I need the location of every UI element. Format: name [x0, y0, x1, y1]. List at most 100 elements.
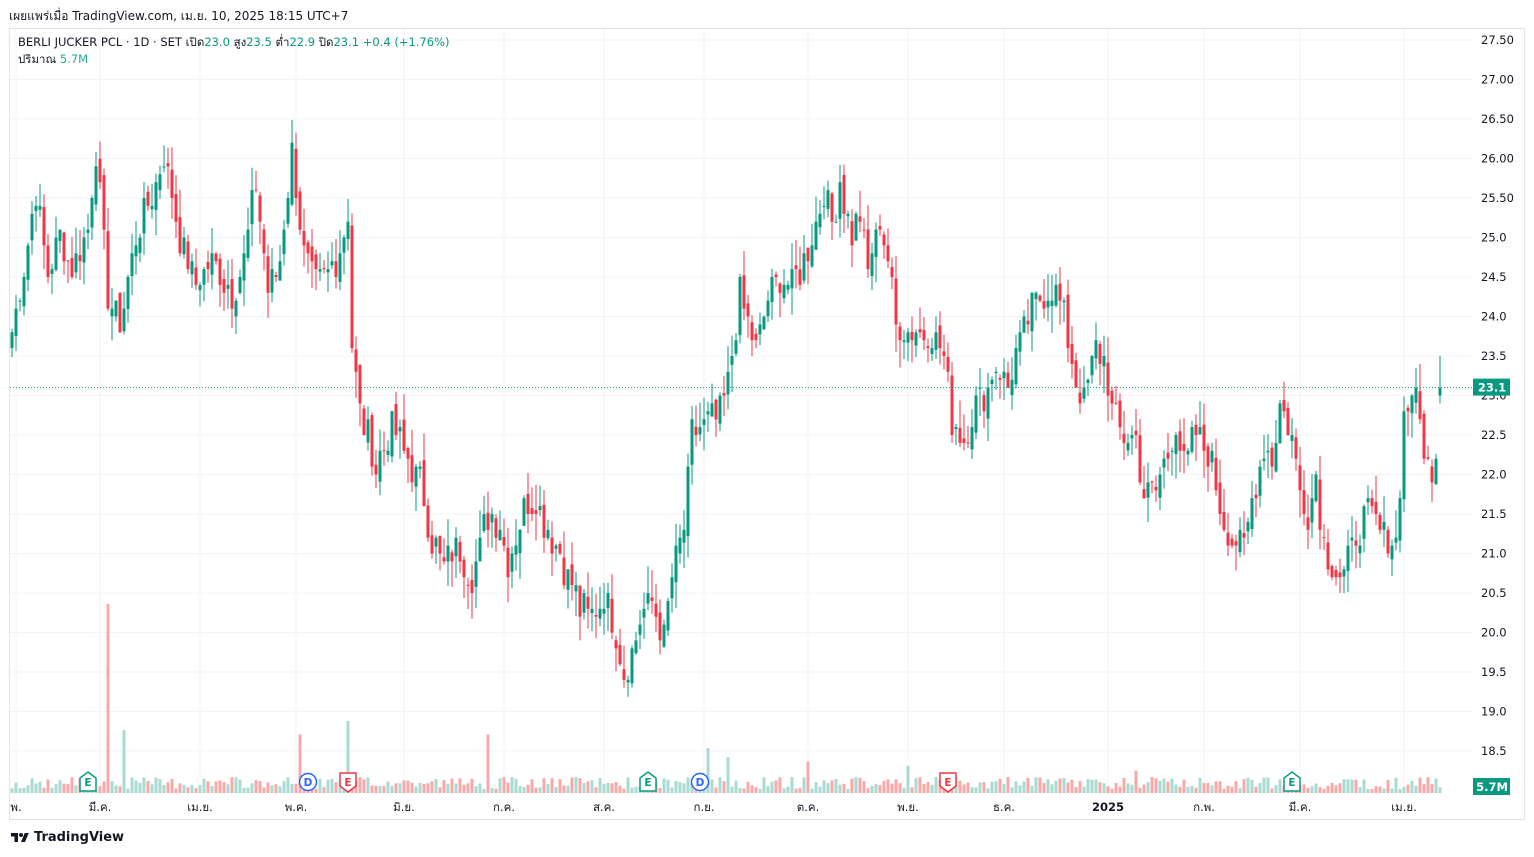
candle-body [518, 529, 522, 554]
volume-bar [1394, 777, 1398, 793]
candle-body [550, 537, 554, 554]
volume-bar [366, 777, 370, 793]
x-tick-label: พ.ค. [285, 800, 308, 814]
candle-body [1254, 494, 1258, 499]
candle-body [126, 277, 130, 310]
volume-bar [730, 786, 734, 793]
volume-bar [1306, 787, 1310, 793]
volume-bar [134, 780, 138, 793]
candle-body [558, 544, 562, 554]
candle-body [594, 614, 598, 617]
candle-body [190, 261, 194, 275]
volume-bar [1014, 781, 1018, 793]
candle-body [570, 564, 574, 586]
volume-bar [1174, 784, 1178, 793]
volume-bar [910, 787, 914, 793]
candle-body [1050, 300, 1054, 306]
candle-body [118, 292, 122, 333]
candle-body [878, 226, 882, 230]
candle-body [626, 679, 630, 683]
volume-bar [1398, 788, 1402, 793]
candle-body [642, 608, 646, 618]
volume-bar [294, 783, 298, 793]
x-tick-label: เม.ย. [1391, 800, 1417, 814]
volume-bar [578, 778, 582, 793]
candle-body [70, 258, 74, 277]
candle-body [1206, 446, 1210, 467]
candle-body [926, 346, 930, 349]
earnings-marker-icon [639, 771, 657, 792]
candle-body [1190, 427, 1194, 452]
volume-bar [630, 787, 634, 793]
candle-body [226, 284, 230, 289]
volume-bar [1410, 780, 1414, 793]
volume-bar [394, 783, 398, 793]
volume-bar [1342, 779, 1346, 793]
published-line: เผยแพร่เมื่อ TradingView.com, เม.ย. 10, … [9, 9, 349, 23]
candle-body [590, 608, 594, 613]
last-volume-tag [1473, 778, 1510, 795]
candle-body [1094, 340, 1098, 359]
candle-body [734, 340, 738, 354]
candle-body [742, 275, 746, 309]
candle-body [982, 395, 986, 412]
candle-body [578, 585, 582, 617]
candle-body [818, 213, 822, 228]
candle-body [1234, 541, 1238, 546]
volume-bar [26, 785, 30, 793]
volume-bar [702, 787, 706, 793]
candle-body [250, 190, 254, 225]
footer-brand[interactable]: TradingView [10, 830, 124, 845]
volume-bar [874, 784, 878, 793]
volume-bar [1194, 787, 1198, 793]
volume-bar [1402, 786, 1406, 793]
candle-body [1146, 482, 1150, 498]
candle-body [146, 191, 150, 206]
volume-bar [1206, 782, 1210, 793]
candle-body [970, 427, 974, 450]
volume-bar [826, 783, 830, 793]
volume-bar [994, 781, 998, 793]
volume-bar [214, 781, 218, 793]
volume-bar [454, 783, 458, 793]
candle-body [1046, 300, 1050, 308]
candle-body [998, 378, 1002, 380]
candle-body [390, 411, 394, 457]
volume-bar [934, 777, 938, 793]
candle-body [798, 269, 802, 285]
y-tick-label: 25.0 [1481, 231, 1507, 245]
candle-body [778, 283, 782, 293]
candle-body [1286, 408, 1290, 435]
volume-bar [442, 780, 446, 793]
candle-body [710, 403, 714, 417]
candle-body [942, 351, 946, 356]
volume-bar [502, 777, 506, 793]
candle-body [814, 221, 818, 250]
event-marker-label: D [304, 777, 313, 789]
volume-bar [1038, 777, 1042, 793]
volume-bar [378, 786, 382, 793]
candle-body [114, 300, 118, 317]
candle-body [238, 277, 242, 294]
volume-bar [566, 785, 570, 793]
volume-bar [30, 778, 34, 793]
candle-body [1102, 356, 1106, 367]
candle-body [1122, 433, 1126, 443]
candle-body [754, 333, 758, 341]
volume-bar [582, 782, 586, 793]
volume-bar [1066, 782, 1070, 793]
volume-bar [194, 788, 198, 793]
candle-body [1230, 538, 1234, 546]
chart-frame[interactable] [9, 28, 1525, 820]
volume-bar [1434, 778, 1438, 793]
volume-bar [546, 783, 550, 793]
candle-body [122, 308, 126, 332]
volume-bar [122, 730, 126, 793]
volume-bar [202, 778, 206, 793]
y-tick-label: 24.5 [1481, 270, 1507, 284]
volume-bar [1382, 788, 1386, 793]
candle-body [482, 514, 486, 531]
candle-body [178, 217, 182, 254]
volume-bar [290, 783, 294, 793]
